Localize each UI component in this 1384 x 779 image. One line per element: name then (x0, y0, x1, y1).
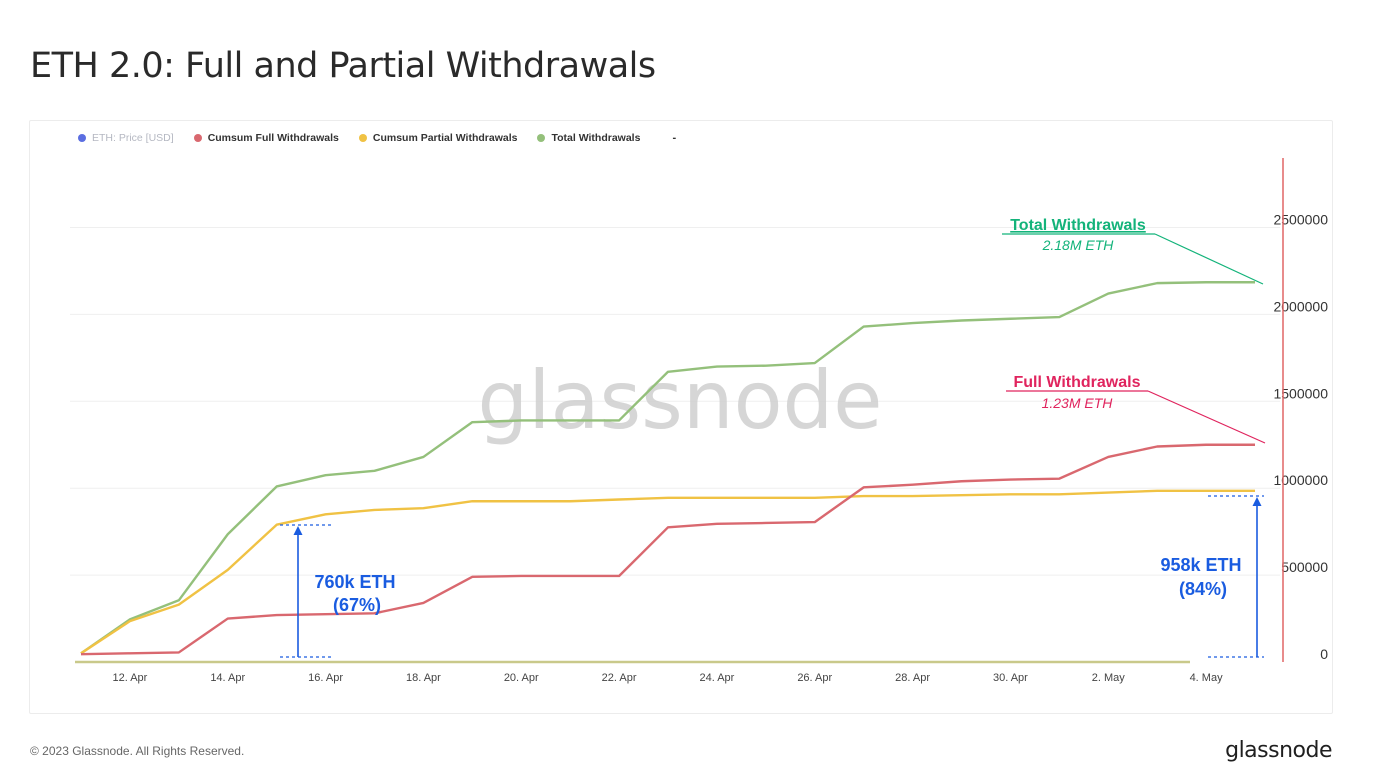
callout-percent: (84%) (1179, 579, 1227, 599)
y-tick-label: 500000 (1281, 559, 1328, 575)
x-tick-label: 20. Apr (504, 672, 539, 684)
x-tick-label: 22. Apr (602, 672, 637, 684)
x-tick-label: 12. Apr (112, 672, 147, 684)
total-annotation-value: 2.18M ETH (1042, 237, 1115, 253)
callout-percent: (67%) (333, 595, 381, 615)
chart-panel (29, 120, 1333, 714)
x-tick-label: 16. Apr (308, 672, 343, 684)
series-lines (80, 281, 1255, 656)
page-title: ETH 2.0: Full and Partial Withdrawals (30, 46, 656, 86)
legend-item-eth-price[interactable]: ETH: Price [USD] (78, 132, 174, 144)
legend-extra: - (672, 132, 677, 144)
callout-value: 760k ETH (314, 572, 395, 592)
copyright-text: © 2023 Glassnode. All Rights Reserved. (30, 744, 245, 758)
partial-callout-may5: 958k ETH (84%) (1160, 495, 1264, 658)
y-tick-label: 2500000 (1273, 212, 1328, 228)
x-tick-label: 14. Apr (210, 672, 245, 684)
total-annotation-leader (1154, 233, 1264, 285)
y-tick-label: 1500000 (1273, 385, 1328, 401)
legend-item-partial-withdrawals[interactable]: Cumsum Partial Withdrawals (358, 132, 518, 144)
glassnode-logo: glassnode (1225, 738, 1332, 763)
legend-dot-icon (193, 134, 202, 142)
partial-callout-apr15: 760k ETH (67%) (280, 524, 396, 658)
series-line-total-withdrawals (80, 281, 1255, 655)
x-tick-label: 28. Apr (895, 672, 930, 684)
y-tick-label: 2000000 (1273, 298, 1328, 314)
y-axis-ticks: 0 500000 1000000 1500000 2000000 2500000 (1273, 212, 1328, 662)
arrow-up-icon (293, 526, 303, 535)
watermark: glassnode (477, 354, 882, 447)
series-line-cumsum-full-withdrawals (80, 443, 1255, 656)
total-annotation-title: Total Withdrawals (1010, 217, 1146, 234)
legend-label: ETH: Price [USD] (92, 132, 174, 144)
callout-value: 958k ETH (1160, 555, 1241, 575)
full-annotation-value: 1.23M ETH (1042, 395, 1114, 411)
x-tick-label: 26. Apr (797, 672, 832, 684)
legend-item-total-withdrawals[interactable]: Total Withdrawals (537, 132, 640, 144)
total-annotation: Total Withdrawals 2.18M ETH (1002, 217, 1264, 285)
legend-dot-icon (537, 134, 546, 142)
x-tick-label: 4. May (1190, 672, 1224, 684)
full-annotation-title: Full Withdrawals (1014, 374, 1141, 391)
y-tick-label: 0 (1320, 646, 1328, 662)
y-tick-label: 1000000 (1273, 472, 1328, 488)
legend-dot-icon (78, 134, 86, 142)
x-tick-label: 30. Apr (993, 672, 1028, 684)
x-tick-label: 18. Apr (406, 672, 441, 684)
legend-label: Cumsum Partial Withdrawals (372, 132, 518, 144)
x-tick-label: 2. May (1092, 672, 1126, 684)
arrow-up-icon (1252, 497, 1262, 506)
legend-label: Total Withdrawals (551, 132, 641, 144)
chart-legend: ETH: Price [USD] Cumsum Full Withdrawals… (78, 132, 676, 144)
full-annotation-leader (1147, 390, 1266, 444)
legend-dot-icon (358, 134, 367, 142)
x-tick-label: 24. Apr (699, 672, 734, 684)
legend-item-full-withdrawals[interactable]: Cumsum Full Withdrawals (193, 132, 339, 144)
series-line-cumsum-partial-withdrawals (80, 489, 1255, 655)
grid-lines (70, 227, 1280, 576)
legend-label: Cumsum Full Withdrawals (207, 132, 339, 144)
x-axis-ticks: 12. Apr 14. Apr 16. Apr 18. Apr 20. Apr 22. A… (112, 672, 1223, 684)
full-annotation: Full Withdrawals 1.23M ETH (1006, 374, 1266, 444)
